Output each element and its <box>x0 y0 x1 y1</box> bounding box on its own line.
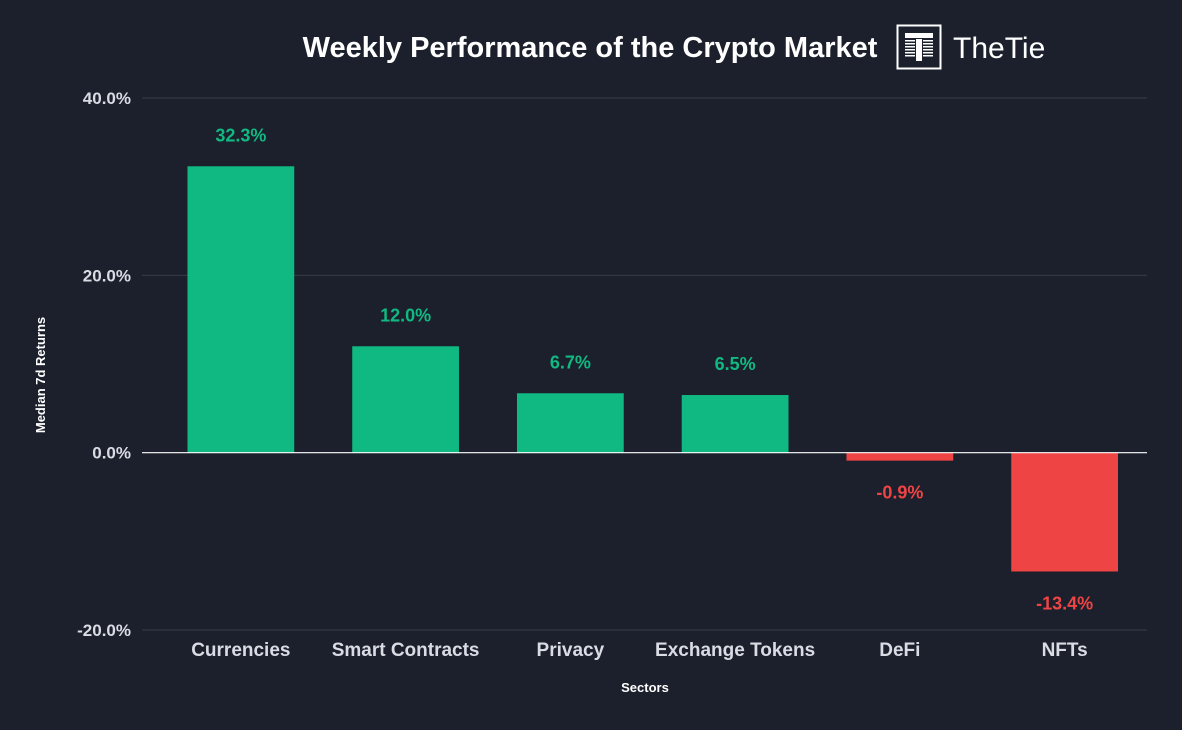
x-tick-label: Exchange Tokens <box>655 640 815 661</box>
brand-name: TheTie <box>953 32 1045 65</box>
bars <box>187 166 1119 572</box>
bar-nfts <box>1011 452 1119 572</box>
x-tick-label: Privacy <box>537 640 605 661</box>
data-label: -13.4% <box>1036 593 1093 613</box>
x-tick-label: DeFi <box>879 640 920 661</box>
x-tick-label: Smart Contracts <box>332 640 480 661</box>
x-axis: Currencies Smart Contracts Privacy Exchange… <box>191 640 1087 661</box>
thetie-logo-icon <box>896 24 942 70</box>
bar-exchange-tokens <box>681 395 789 453</box>
x-tick-label: Currencies <box>191 640 290 661</box>
y-axis-label: Median 7d Returns <box>33 317 48 433</box>
y-tick-label: 20.0% <box>83 266 131 285</box>
data-label: 6.5% <box>715 354 756 374</box>
gridlines <box>142 97 1147 631</box>
y-tick-label: 0.0% <box>92 444 131 463</box>
x-axis-label: Sectors <box>621 680 669 695</box>
x-tick-label: NFTs <box>1042 640 1088 661</box>
data-label: -0.9% <box>876 483 923 503</box>
y-tick-label: 40.0% <box>83 89 131 108</box>
data-label: 32.3% <box>215 125 266 145</box>
data-label: 12.0% <box>380 305 431 325</box>
data-labels: 32.3% 12.0% 6.7% 6.5% -0.9% -13.4% <box>215 125 1093 613</box>
brand-logo: TheTie <box>896 24 1045 70</box>
bar-currencies <box>187 166 295 453</box>
y-tick-label: -20.0% <box>77 621 131 640</box>
bar-privacy <box>516 393 624 453</box>
bar-smart-contracts <box>352 346 459 453</box>
data-label: 6.7% <box>550 352 591 372</box>
y-axis: 40.0% 20.0% 0.0% -20.0% <box>77 89 131 640</box>
bar-defi <box>846 452 954 461</box>
chart-title: Weekly Performance of the Crypto Market <box>303 32 878 64</box>
